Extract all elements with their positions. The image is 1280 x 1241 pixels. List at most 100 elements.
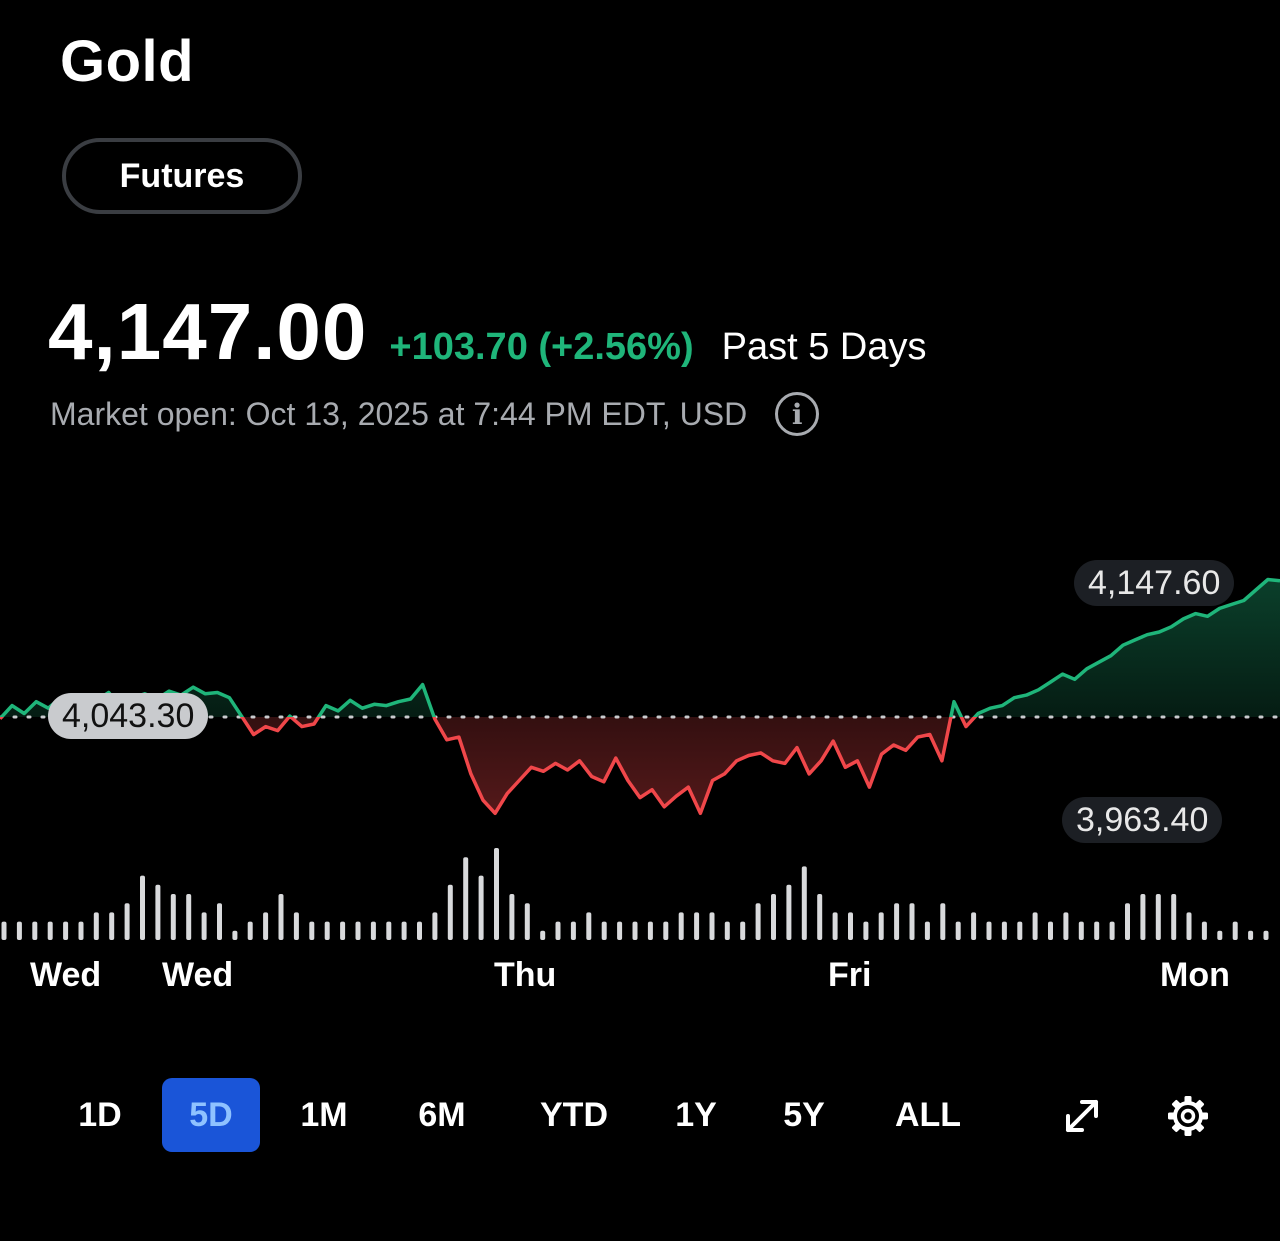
volume-bar xyxy=(370,921,376,940)
page-title: Gold xyxy=(60,29,195,94)
price-change: +103.70 (+2.56%) xyxy=(389,326,694,368)
volume-bar xyxy=(601,921,607,940)
volume-bar xyxy=(678,912,684,940)
volume-bar xyxy=(1140,894,1146,940)
volume-bar xyxy=(340,921,346,940)
volume-bar xyxy=(878,912,884,940)
volume-bar xyxy=(801,866,807,940)
volume-bar xyxy=(16,921,22,940)
volume-bar xyxy=(1063,912,1069,940)
range-ytd-button[interactable]: YTD xyxy=(540,1095,608,1134)
gear-icon[interactable] xyxy=(1164,1092,1212,1140)
price-line-down xyxy=(0,717,978,816)
volume-bar xyxy=(78,921,84,940)
volume-bar xyxy=(386,921,392,940)
low-label: 3,963.40 xyxy=(1062,797,1223,843)
volume-bar xyxy=(709,912,715,940)
volume-bar xyxy=(32,921,38,940)
volume-bar xyxy=(494,848,499,940)
volume-bar xyxy=(1094,921,1100,940)
volume-bar xyxy=(1171,894,1177,940)
volume-bar xyxy=(324,921,330,940)
volume-bar xyxy=(293,912,299,940)
volume-bar xyxy=(894,903,900,940)
period-label: Past 5 Days xyxy=(721,326,927,368)
volume-bar xyxy=(247,921,253,940)
volume-bar xyxy=(832,912,838,940)
volume-bar xyxy=(232,930,238,940)
market-status-text: Market open: Oct 13, 2025 at 7:44 PM EDT… xyxy=(50,395,748,432)
volume-bar xyxy=(1048,921,1053,940)
futures-badge[interactable]: Futures xyxy=(62,138,302,214)
range-5y-button[interactable]: 5Y xyxy=(783,1095,825,1134)
volume-bar xyxy=(186,894,192,940)
volume-bar xyxy=(1078,921,1084,940)
volume-bar xyxy=(740,921,746,940)
volume-bar xyxy=(309,921,315,940)
range-1m-button[interactable]: 1M xyxy=(300,1095,348,1134)
volume-bar xyxy=(63,921,69,940)
volume-bar xyxy=(1125,903,1130,940)
x-tick-label: Mon xyxy=(1160,956,1230,994)
price-row: 4,147.00 +103.70 (+2.56%) Past 5 Days xyxy=(48,286,927,378)
range-all-button[interactable]: ALL xyxy=(894,1095,962,1134)
volume-bar xyxy=(124,903,130,940)
volume-bar xyxy=(217,903,222,940)
volume-bar xyxy=(1017,921,1023,940)
volume-bar xyxy=(1248,930,1254,940)
volume-bar xyxy=(555,921,561,940)
volume-bar xyxy=(201,912,207,940)
volume-bar xyxy=(863,921,869,940)
volume-bar xyxy=(540,930,546,940)
volume-bar xyxy=(155,884,161,940)
expand-arrows-icon[interactable] xyxy=(1058,1092,1106,1140)
volume-bar xyxy=(1201,921,1207,940)
loss-area xyxy=(0,717,975,814)
volume-bar xyxy=(663,921,669,940)
info-icon[interactable]: i xyxy=(775,392,820,436)
volume-bar xyxy=(432,912,438,940)
volume-bar xyxy=(586,912,592,940)
volume-bar xyxy=(570,921,576,940)
volume-bar xyxy=(848,912,853,940)
volume-bar xyxy=(170,894,176,940)
market-status: Market open: Oct 13, 2025 at 7:44 PM EDT… xyxy=(50,392,820,436)
volume-bar xyxy=(463,857,469,940)
volume-bar xyxy=(755,903,761,940)
volume-bar xyxy=(924,921,930,940)
volume-bar xyxy=(355,921,361,940)
volume-bar xyxy=(632,921,638,940)
volume-bar xyxy=(109,912,115,940)
volume-bar xyxy=(786,884,792,940)
volume-bar xyxy=(617,921,623,940)
high-label: 4,147.60 xyxy=(1074,560,1235,606)
volume-bar xyxy=(447,884,453,940)
x-tick-label: Wed xyxy=(30,956,102,994)
range-1y-button[interactable]: 1Y xyxy=(675,1095,717,1134)
volume-bar xyxy=(817,894,823,940)
volume-bar xyxy=(1,921,7,940)
volume-bar xyxy=(771,894,776,940)
range-5d-button[interactable]: 5D xyxy=(162,1078,260,1152)
volume-bar xyxy=(971,912,977,940)
volume-bar xyxy=(524,903,530,940)
range-1d-button[interactable]: 1D xyxy=(78,1095,122,1134)
volume-bar xyxy=(140,875,145,940)
x-tick-label: Fri xyxy=(828,956,872,994)
range-6m-button[interactable]: 6M xyxy=(418,1095,466,1134)
volume-bar xyxy=(401,921,407,940)
volume-bar xyxy=(47,921,53,940)
volume-bar xyxy=(1109,921,1115,940)
current-price: 4,147.00 xyxy=(48,287,368,376)
volume-bar xyxy=(694,912,700,940)
volume-bar xyxy=(940,903,946,940)
range-selector: 1D 5D 1M 6M YTD 1Y 5Y ALL xyxy=(0,1078,1280,1154)
volume-bar xyxy=(1217,930,1223,940)
volume-bar xyxy=(955,921,961,940)
volume-bar xyxy=(1232,921,1238,940)
volume-bar xyxy=(647,921,653,940)
volume-bar xyxy=(1001,921,1007,940)
volume-bar xyxy=(263,912,269,940)
previous-close-label: 4,043.30 xyxy=(48,693,209,739)
